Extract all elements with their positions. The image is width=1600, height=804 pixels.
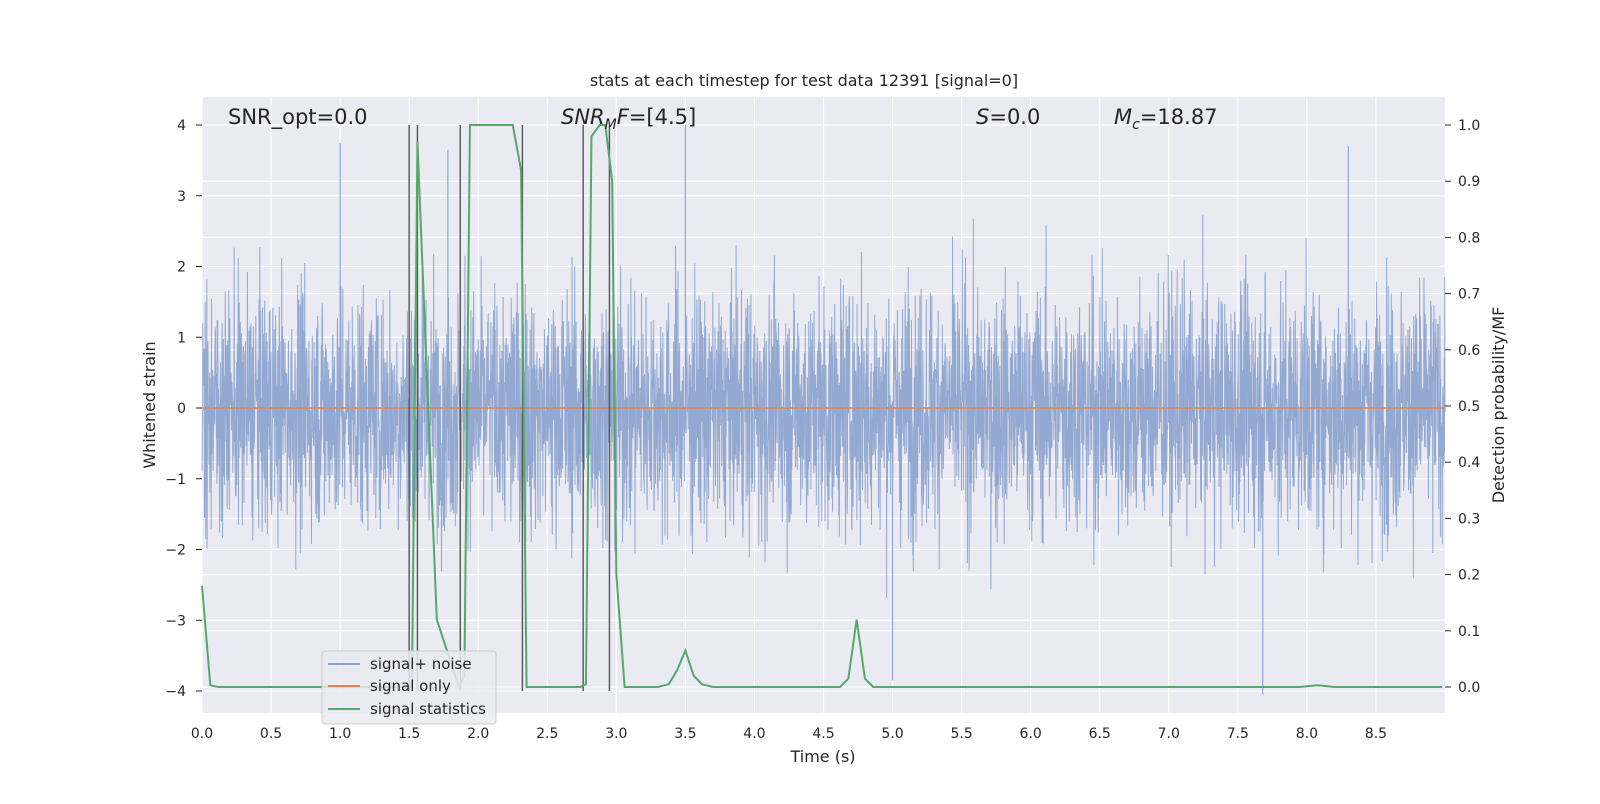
x-tick-label: 5.0 bbox=[881, 726, 903, 742]
annotation-s-var: S bbox=[976, 105, 989, 129]
annotation-s-val: =0.0 bbox=[989, 105, 1040, 129]
annotation-mc-sub: c bbox=[1132, 117, 1140, 133]
x-tick-label: 0.0 bbox=[191, 726, 213, 742]
y-tick-label-right: 0.3 bbox=[1458, 511, 1480, 527]
annotation-snr-mf-val: =[4.5] bbox=[629, 105, 696, 129]
y-tick-label-right: 0.7 bbox=[1458, 287, 1480, 303]
x-tick-label: 2.0 bbox=[467, 726, 489, 742]
x-tick-label: 8.0 bbox=[1296, 726, 1318, 742]
y-tick-label-left: 2 bbox=[177, 260, 186, 276]
y-axis-label-left: Whitened strain bbox=[140, 341, 159, 468]
y-tick-label-right: 0.9 bbox=[1458, 174, 1480, 190]
y-tick-label-left: 3 bbox=[177, 189, 186, 205]
x-tick-label: 3.5 bbox=[674, 726, 696, 742]
y-tick-label-right: 0.5 bbox=[1458, 399, 1480, 415]
x-tick-label: 2.5 bbox=[536, 726, 558, 742]
x-tick-label: 6.5 bbox=[1089, 726, 1111, 742]
y-tick-label-left: −2 bbox=[165, 543, 186, 559]
annotation-snr-mf-sub: M bbox=[605, 117, 617, 133]
annotation-mc-base: M bbox=[1114, 105, 1132, 129]
y-tick-label-left: −4 bbox=[165, 684, 186, 700]
legend-box bbox=[321, 650, 497, 725]
y-tick-label-right: 0.0 bbox=[1458, 680, 1480, 696]
y-tick-label-right: 0.6 bbox=[1458, 343, 1480, 359]
x-tick-label: 0.5 bbox=[260, 726, 282, 742]
legend-label-signal-only: signal only bbox=[370, 677, 451, 695]
legend-label-signal-noise: signal+ noise bbox=[370, 655, 472, 673]
chart-title: stats at each timestep for test data 123… bbox=[590, 71, 1018, 90]
annotation-snr-opt: SNR_opt=0.0 bbox=[228, 105, 368, 130]
x-tick-label: 6.0 bbox=[1020, 726, 1042, 742]
y-tick-label-right: 1.0 bbox=[1458, 118, 1480, 134]
y-tick-label-left: 4 bbox=[177, 118, 186, 134]
legend-label-signal-statistics: signal statistics bbox=[370, 700, 486, 718]
x-axis-label: Time (s) bbox=[789, 747, 855, 766]
legend: signal+ noise signal only signal statist… bbox=[321, 650, 497, 725]
annotation-snr-mf-f: F bbox=[617, 105, 630, 129]
signal-statistics-line bbox=[201, 124, 1443, 690]
y-axis-label-right: Detection probability/MF bbox=[1489, 307, 1508, 504]
y-tick-label-left: −3 bbox=[165, 613, 186, 629]
x-tick-label: 3.0 bbox=[605, 726, 627, 742]
y-ticks-right: 1.0 0.9 0.8 0.7 0.6 0.5 0.4 0.3 0.2 0.1 0.0 bbox=[1445, 118, 1480, 696]
x-tick-label: 8.5 bbox=[1365, 726, 1387, 742]
y-tick-label-left: −1 bbox=[165, 472, 186, 488]
annotation-mc-val: =18.87 bbox=[1140, 105, 1218, 129]
x-tick-label: 1.0 bbox=[329, 726, 351, 742]
y-tick-label-right: 0.4 bbox=[1458, 455, 1480, 471]
x-tick-label: 7.5 bbox=[1227, 726, 1249, 742]
x-ticks: 0.0 0.5 1.0 1.5 2.0 2.5 3.0 3.5 4.0 4.5 5.0 5.5 6.0 6… bbox=[191, 726, 1387, 742]
y-tick-label-left: 1 bbox=[177, 330, 186, 346]
x-tick-label: 4.0 bbox=[743, 726, 765, 742]
y-tick-label-right: 0.8 bbox=[1458, 230, 1480, 246]
y-tick-label-right: 0.1 bbox=[1458, 624, 1480, 640]
x-tick-label: 4.5 bbox=[812, 726, 834, 742]
annotation-s: S=0.0 bbox=[976, 105, 1040, 129]
signal-statistics-series bbox=[201, 124, 1443, 690]
x-tick-label: 1.5 bbox=[398, 726, 420, 742]
y-ticks-left: 4 3 2 1 0 −1 −2 −3 −4 bbox=[165, 118, 202, 700]
x-tick-label: 5.5 bbox=[950, 726, 972, 742]
y-tick-label-left: 0 bbox=[177, 401, 186, 417]
annotation-mc: Mc=18.87 bbox=[1114, 105, 1218, 133]
x-tick-label: 7.0 bbox=[1158, 726, 1180, 742]
annotation-snr-mf: SNRMF=[4.5] bbox=[561, 105, 696, 133]
y-tick-label-right: 0.2 bbox=[1458, 568, 1480, 584]
annotation-snr-mf-base: SNR bbox=[561, 105, 605, 129]
